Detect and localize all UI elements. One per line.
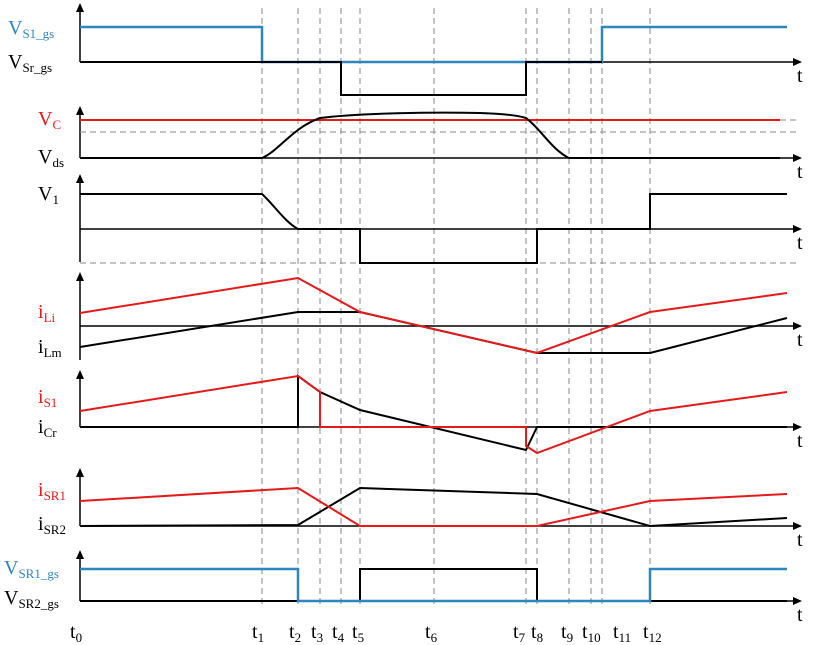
- p3-y-arrow: [76, 174, 84, 183]
- p5-x-arrow: [793, 423, 802, 431]
- label-vds: Vds: [38, 146, 64, 170]
- p2-t-label: t: [797, 161, 803, 183]
- trace-vsr-gs: [80, 61, 602, 96]
- time-label-t3: t3: [311, 621, 323, 645]
- label-vsr2-gs: VSR2_gs: [4, 587, 59, 611]
- time-label-t8: t8: [531, 621, 543, 645]
- label-icr: iCr: [38, 416, 57, 440]
- trace-vsr1-gs: [80, 567, 787, 603]
- time-label-t6: t6: [425, 621, 438, 645]
- time-label-t0: t0: [70, 621, 82, 645]
- label-vc: VC: [38, 108, 61, 132]
- label-v1: V1: [38, 183, 59, 207]
- panel-isr1-isr2: [76, 468, 802, 530]
- axis-t-labels: t t t t t t t: [797, 65, 803, 626]
- p4-t-label: t: [797, 329, 803, 351]
- p7-t-label: t: [797, 604, 803, 626]
- panel-ili-ilm: [76, 272, 802, 360]
- p5-y-arrow: [76, 370, 84, 379]
- p2-x-arrow: [793, 154, 802, 162]
- panel-gate-s1-sr: [76, 3, 802, 96]
- time-label-t11: t11: [613, 621, 631, 645]
- time-label-t5: t5: [352, 621, 364, 645]
- trace-ili: [79, 276, 788, 355]
- time-labels: t0 t1 t2 t3 t4 t5 t6 t7 t8 t9 t10 t11 t1…: [70, 621, 662, 645]
- signal-labels: VS1_gs VSr_gs VC Vds V1 iLi iLm iS1 iCr …: [4, 17, 66, 611]
- p1-y-arrow: [76, 3, 84, 12]
- p4-x-arrow: [793, 322, 802, 330]
- trace-isr2: [79, 486, 788, 528]
- time-markers: [261, 8, 651, 608]
- trace-isr1: [79, 486, 788, 527]
- time-label-t1: t1: [252, 621, 264, 645]
- trace-is1: [79, 374, 788, 455]
- p1-x-arrow: [793, 58, 802, 66]
- trace-vs1-gs: [80, 25, 787, 64]
- time-label-t7: t7: [513, 621, 526, 645]
- p7-x-arrow: [793, 597, 802, 605]
- panel-is1-icr: [76, 370, 802, 455]
- time-label-t10: t10: [582, 621, 601, 645]
- label-isr1: iSR1: [38, 479, 66, 503]
- p1-t-label: t: [797, 65, 803, 87]
- time-label-t12: t12: [643, 621, 662, 645]
- time-label-t4: t4: [332, 621, 345, 645]
- time-label-t9: t9: [561, 621, 573, 645]
- panel-vc-vds: [76, 106, 802, 162]
- p7-y-arrow: [76, 550, 84, 559]
- trace-vds: [80, 111, 780, 159]
- p3-x-arrow: [793, 225, 802, 233]
- p3-t-label: t: [797, 232, 803, 254]
- p6-t-label: t: [797, 529, 803, 551]
- time-label-t2: t2: [289, 621, 301, 645]
- trace-v1: [80, 193, 787, 264]
- p6-x-arrow: [793, 522, 802, 530]
- trace-icr: [80, 374, 787, 452]
- label-vs1-gs: VS1_gs: [8, 17, 54, 41]
- label-is1: iS1: [38, 386, 57, 410]
- label-ilm: iLm: [38, 336, 62, 360]
- panel-v1: [76, 174, 802, 264]
- label-isr2: iSR2: [38, 513, 66, 537]
- label-ili: iLi: [38, 301, 56, 325]
- label-vsr1-gs: VSR1_gs: [4, 557, 59, 581]
- p2-y-arrow: [76, 106, 84, 115]
- p6-y-arrow: [76, 468, 84, 477]
- panel-gate-sr1-sr2: [76, 550, 802, 605]
- p4-y-arrow: [76, 272, 84, 281]
- label-vsr-gs: VSr_gs: [8, 51, 52, 75]
- p5-t-label: t: [797, 430, 803, 452]
